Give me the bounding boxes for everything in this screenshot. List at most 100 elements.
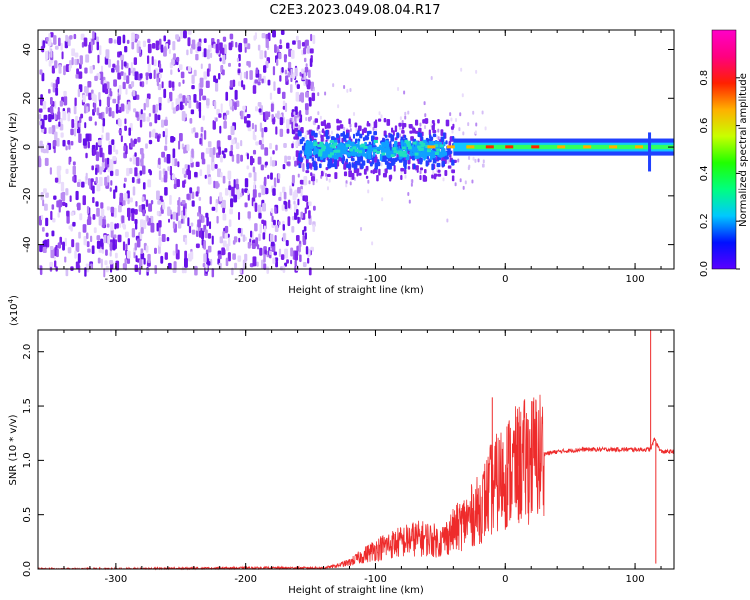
x-tick-label: -300 xyxy=(105,274,128,285)
spectrogram-cell xyxy=(46,144,49,154)
spectrogram-cell xyxy=(140,252,145,260)
spectrogram-cell xyxy=(139,219,144,228)
spectrogram-cell xyxy=(84,122,87,129)
spectrogram-cell xyxy=(305,78,308,85)
spectrogram-cell xyxy=(75,190,79,201)
spectrogram-cell xyxy=(418,150,422,157)
spectrogram-cell xyxy=(301,41,305,47)
spectrogram-cell xyxy=(109,260,114,265)
spectrogram-cell xyxy=(172,250,176,256)
spectrogram-cell xyxy=(281,67,284,73)
spectrogram-cell xyxy=(90,41,93,51)
spectrogram-cell xyxy=(52,83,56,93)
spectrogram-cell xyxy=(78,122,81,128)
spectrogram-cell xyxy=(379,146,383,150)
spectrogram-cell xyxy=(54,247,57,257)
y-tick-label: 20 xyxy=(22,92,33,105)
spectrogram-cell xyxy=(325,176,328,181)
spectrogram-cell xyxy=(292,156,295,161)
spectrogram-cell xyxy=(113,79,117,87)
spectrogram-cell xyxy=(319,141,324,145)
spectrogram-cell xyxy=(224,225,229,233)
spectrogram-cell xyxy=(195,230,199,238)
spectrogram-cell xyxy=(258,108,262,113)
spectrogram-cell xyxy=(326,122,331,129)
spectrogram-cell xyxy=(149,122,153,127)
spectrogram-cell xyxy=(226,110,230,116)
spectrogram-cell xyxy=(201,215,205,223)
spectrogram-cell xyxy=(76,202,81,211)
spectrogram-burst xyxy=(648,132,652,172)
spectrogram-cell xyxy=(201,158,206,165)
spectrogram-cell xyxy=(431,174,434,179)
spectrogram-cell xyxy=(415,165,419,170)
spectrogram-cell xyxy=(362,137,366,142)
spectrogram-cell xyxy=(267,174,270,180)
spectrogram-cell xyxy=(64,40,69,49)
spectrogram-cell xyxy=(326,173,331,177)
spectrogram-cell xyxy=(239,268,242,274)
spectrogram-cell xyxy=(296,84,300,90)
spectrogram-cell xyxy=(145,98,150,108)
spectrogram-cell xyxy=(124,231,129,238)
spectrogram-cell xyxy=(360,227,363,232)
spectrogram-cell xyxy=(278,44,283,50)
spectrogram-cell xyxy=(378,111,381,116)
spectrogram-cell xyxy=(203,71,208,80)
spectrogram-cell xyxy=(468,156,471,161)
spectrogram-cell xyxy=(39,244,43,253)
spectrogram-cell xyxy=(215,202,218,213)
spectrogram-cell xyxy=(84,67,88,74)
spectrogram-cell xyxy=(181,266,185,274)
spectrogram-cell xyxy=(407,146,412,150)
spectrogram-cell xyxy=(363,168,367,175)
spectrogram-cell xyxy=(334,162,337,170)
spectrogram-cell xyxy=(54,113,57,121)
spectrogram-cell xyxy=(258,192,262,198)
spectrogram-cell xyxy=(105,107,108,115)
spectrogram-cell xyxy=(122,200,126,206)
spectrogram-cell xyxy=(205,147,210,154)
spectrogram-cell xyxy=(252,256,257,267)
spectrogram-cell xyxy=(274,225,279,233)
spectrogram-cell xyxy=(220,202,224,208)
spectrogram-cell xyxy=(301,145,306,151)
spectrogram-cell xyxy=(111,111,115,119)
spectrogram-cell xyxy=(334,172,338,180)
spectrogram-cell xyxy=(392,130,395,137)
spectrogram-cell xyxy=(365,175,369,179)
spectrogram-cell xyxy=(200,63,203,70)
spectrogram-cell xyxy=(195,53,199,61)
spectrogram-cell xyxy=(234,262,238,269)
spectrogram-cell xyxy=(264,50,267,58)
spectrogram-cell xyxy=(106,223,110,228)
spectrogram-cell xyxy=(297,40,301,49)
spectrogram-cell xyxy=(59,118,63,124)
spectrogram-cell xyxy=(381,197,384,202)
spectrogram-cell xyxy=(46,36,49,42)
spectrogram-cell xyxy=(289,188,293,196)
spectrogram-cell xyxy=(228,42,233,51)
spectrogram-cell xyxy=(396,132,400,139)
spectrogram-cell xyxy=(72,221,76,227)
spectrogram-cell xyxy=(312,160,316,167)
spectrogram-cell xyxy=(86,205,90,214)
spectrogram-cell xyxy=(90,180,93,191)
spectrogram-cell xyxy=(205,264,208,272)
spectrogram-cell xyxy=(439,152,442,158)
spectrogram-cell xyxy=(142,40,146,48)
spectrogram-cell xyxy=(442,132,446,137)
spectrogram-cell xyxy=(246,153,249,160)
spectrogram-cell xyxy=(421,142,426,146)
spectrogram-cell xyxy=(354,148,359,152)
spectrogram-cell xyxy=(49,167,52,175)
spectrogram-cell xyxy=(234,89,238,100)
spectrogram-cell xyxy=(338,143,341,148)
spectrogram-cell xyxy=(305,246,309,255)
spectrogram-cell xyxy=(160,119,165,128)
spectrogram-cell xyxy=(135,111,139,118)
spectrogram-cell xyxy=(75,242,80,253)
spectrogram-marks xyxy=(38,30,674,278)
spectrogram-cell xyxy=(235,41,238,48)
spectrogram-cell xyxy=(180,218,184,224)
